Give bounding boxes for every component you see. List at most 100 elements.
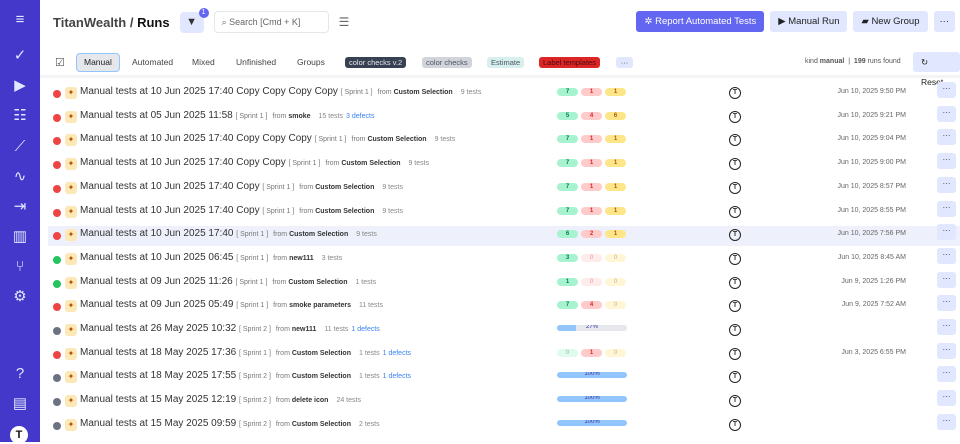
tests-count: 1 tests xyxy=(358,373,380,381)
run-title[interactable]: Manual tests at 09 Jun 2025 11:26 xyxy=(80,275,233,287)
row-more-button[interactable]: ··· xyxy=(937,105,956,122)
row-more-button[interactable]: ··· xyxy=(937,200,956,217)
filter-button[interactable]: ▼ xyxy=(179,11,204,33)
help-icon[interactable]: ? xyxy=(15,365,25,382)
tab-manual[interactable]: Manual xyxy=(76,53,120,72)
defects-link[interactable]: 1 defects xyxy=(382,349,412,357)
run-title[interactable]: Manual tests at 10 Jun 2025 17:40 Copy xyxy=(80,180,260,192)
row-more-button[interactable]: ··· xyxy=(937,129,956,146)
new-group-button[interactable]: ▰ New Group xyxy=(853,11,928,32)
tests-count: 1 tests xyxy=(355,278,377,286)
row-more-button[interactable]: ··· xyxy=(937,413,956,430)
list-check-icon[interactable]: ☷ xyxy=(13,107,27,124)
run-row[interactable]: ✦ Manual tests at 10 Jun 2025 17:40 [ Sp… xyxy=(48,224,960,247)
label-filter[interactable]: Estimate xyxy=(487,57,525,68)
select-all-icon[interactable]: ☑ xyxy=(55,57,65,69)
run-row[interactable]: ✦ Manual tests at 05 Jun 2025 11:58 [ Sp… xyxy=(48,105,960,128)
run-source: Custom Selection xyxy=(315,183,375,191)
passed-count: 7 xyxy=(557,135,578,144)
reset-button[interactable]: ↻ Reset xyxy=(913,52,960,87)
filter-icon: ▼ xyxy=(186,15,198,28)
run-row[interactable]: ✦ Manual tests at 26 May 2025 10:32 [ Sp… xyxy=(48,319,960,341)
run-title[interactable]: Manual tests at 10 Jun 2025 17:40 Copy C… xyxy=(80,157,286,169)
run-row[interactable]: ✦ Manual tests at 09 Jun 2025 05:49 [ Sp… xyxy=(48,295,960,317)
run-row[interactable]: ✦ Manual tests at 10 Jun 2025 17:40 Copy… xyxy=(48,200,960,223)
check-icon[interactable]: ✓ xyxy=(13,47,27,64)
run-title[interactable]: Manual tests at 10 Jun 2025 17:40 Copy C… xyxy=(80,133,312,145)
run-date: Jun 10, 2025 8:55 PM xyxy=(837,206,907,214)
row-more-button[interactable]: ··· xyxy=(937,247,956,264)
run-title[interactable]: Manual tests at 18 May 2025 17:36 xyxy=(80,346,237,358)
manual-run-button[interactable]: ▶ Manual Run xyxy=(770,11,848,32)
run-row[interactable]: ✦ Manual tests at 10 Jun 2025 06:45 [ Sp… xyxy=(48,247,960,270)
user-avatar[interactable]: T xyxy=(10,426,28,444)
run-title[interactable]: Manual tests at 10 Jun 2025 06:45 xyxy=(80,251,234,263)
run-row[interactable]: ✦ Manual tests at 10 Jun 2025 17:40 Copy… xyxy=(48,176,960,199)
run-row[interactable]: ✦ Manual tests at 10 Jun 2025 17:40 Copy… xyxy=(48,153,960,175)
report-automated-tests-button[interactable]: ✲ Report Automated Tests xyxy=(636,11,765,32)
failed-count: 1 xyxy=(581,182,602,191)
labels-more-button[interactable]: ··· xyxy=(616,57,633,68)
import-icon[interactable]: ⇥ xyxy=(13,198,27,215)
row-more-button[interactable]: ··· xyxy=(937,295,956,312)
pulse-icon[interactable]: ∿ xyxy=(13,168,27,185)
skipped-count: 0 xyxy=(605,301,626,310)
run-title[interactable]: Manual tests at 10 Jun 2025 17:40 xyxy=(80,228,234,240)
run-title[interactable]: Manual tests at 09 Jun 2025 05:49 xyxy=(80,299,234,311)
run-row[interactable]: ✦ Manual tests at 15 May 2025 12:19 [ Sp… xyxy=(48,390,960,412)
run-title[interactable]: Manual tests at 18 May 2025 17:55 xyxy=(80,370,237,382)
row-more-button[interactable]: ··· xyxy=(937,176,956,193)
run-row[interactable]: ✦ Manual tests at 15 May 2025 09:59 [ Sp… xyxy=(48,413,960,436)
run-row[interactable]: ✦ Manual tests at 18 May 2025 17:55 [ Sp… xyxy=(48,366,960,388)
row-more-button[interactable]: ··· xyxy=(937,319,956,335)
folder-icon[interactable]: ▤ xyxy=(12,395,28,412)
tab-mixed[interactable]: Mixed xyxy=(192,57,215,67)
label-filter[interactable]: color checks v.2 xyxy=(345,57,407,68)
run-title[interactable]: Manual tests at 10 Jun 2025 17:40 Copy xyxy=(80,204,260,216)
play-icon[interactable]: ▶ xyxy=(14,77,26,94)
row-more-button[interactable]: ··· xyxy=(937,366,956,383)
run-row[interactable]: ✦ Manual tests at 10 Jun 2025 17:40 Copy… xyxy=(48,82,960,104)
failed-count: 2 xyxy=(581,230,602,239)
failed-count: 4 xyxy=(581,301,602,310)
row-more-button[interactable]: ··· xyxy=(937,224,956,241)
tab-unfinished[interactable]: Unfinished xyxy=(236,57,277,67)
run-row[interactable]: ✦ Manual tests at 10 Jun 2025 17:40 Copy… xyxy=(48,129,960,151)
from-label: from xyxy=(273,231,288,239)
trend-icon[interactable]: ⟋ xyxy=(14,138,26,155)
sliders-icon[interactable]: ☰ xyxy=(338,15,350,29)
row-more-button[interactable]: ··· xyxy=(937,390,956,407)
label-filter[interactable]: Label templates xyxy=(539,57,600,68)
more-button[interactable]: ··· xyxy=(933,11,955,32)
sprint-label: [ Sprint 1 ] xyxy=(340,89,373,96)
run-title[interactable]: Manual tests at 26 May 2025 10:32 xyxy=(80,323,237,334)
run-title[interactable]: Manual tests at 15 May 2025 09:59 xyxy=(80,417,237,429)
run-row[interactable]: ✦ Manual tests at 18 May 2025 17:36 [ Sp… xyxy=(48,342,960,365)
run-title[interactable]: Manual tests at 10 Jun 2025 17:40 Copy C… xyxy=(80,86,338,97)
tab-groups[interactable]: Groups xyxy=(297,57,325,67)
run-title[interactable]: Manual tests at 15 May 2025 12:19 xyxy=(80,394,237,406)
branch-icon[interactable]: ⑂ xyxy=(15,258,25,275)
row-more-button[interactable]: ··· xyxy=(937,153,956,170)
menu-icon[interactable]: ≡ xyxy=(15,11,25,28)
search-input[interactable]: ⌕ Search [Cmd + K] xyxy=(213,11,329,33)
bar-chart-icon[interactable]: ▥ xyxy=(12,228,28,245)
defects-link[interactable]: 1 defects xyxy=(382,373,412,381)
project-name[interactable]: TitanWealth xyxy=(53,14,127,30)
defects-link[interactable]: 1 defects xyxy=(351,326,380,333)
manual-run-icon: ✦ xyxy=(65,276,77,289)
run-title[interactable]: Manual tests at 05 Jun 2025 11:58 xyxy=(80,109,233,121)
assignee-avatar: T xyxy=(729,300,741,313)
defects-link[interactable]: 3 defects xyxy=(346,112,375,120)
tab-automated[interactable]: Automated xyxy=(132,57,174,67)
status-failed-icon xyxy=(53,90,61,98)
gear-icon[interactable]: ⚙ xyxy=(13,288,27,305)
status-failed-icon xyxy=(53,184,61,193)
header-actions: ✲ Report Automated Tests ▶ Manual Run ▰ … xyxy=(636,11,955,32)
row-more-button[interactable]: ··· xyxy=(937,342,956,359)
label-filter[interactable]: color checks xyxy=(422,57,472,68)
progress-value: 100% xyxy=(584,396,600,402)
run-row[interactable]: ✦ Manual tests at 09 Jun 2025 11:26 [ Sp… xyxy=(48,271,960,294)
row-more-button[interactable]: ··· xyxy=(937,271,956,288)
row-more-button[interactable]: ··· xyxy=(937,82,956,98)
